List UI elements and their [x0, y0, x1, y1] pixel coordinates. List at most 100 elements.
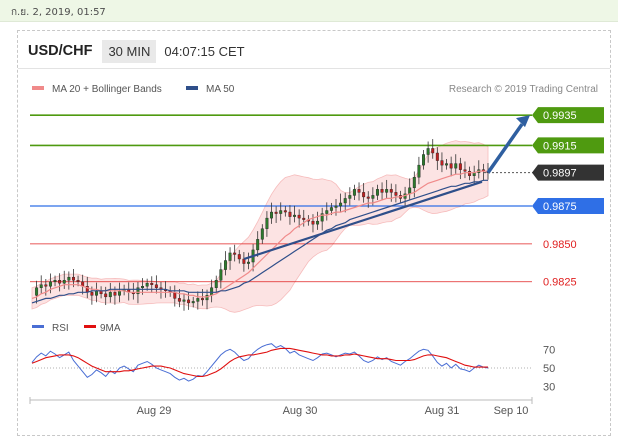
- candle-body: [39, 284, 43, 288]
- candle-body: [380, 189, 384, 193]
- candle-body: [108, 292, 112, 298]
- candle-body: [173, 292, 177, 299]
- candle-body: [274, 211, 278, 214]
- candle-body: [247, 261, 250, 264]
- level-badge: [532, 107, 604, 124]
- candle-body: [412, 177, 416, 189]
- level-label: 0.9850: [543, 239, 577, 251]
- candle-body: [325, 210, 329, 214]
- x-tick-label: Aug 29: [137, 405, 172, 417]
- chart-time: 04:07:15 CET: [164, 43, 245, 59]
- candle-body: [394, 192, 398, 196]
- rsi-tick-label: 30: [543, 382, 555, 394]
- candle-body: [95, 290, 98, 296]
- candle-body: [297, 214, 301, 219]
- candle-body: [141, 286, 145, 288]
- candle-body: [237, 254, 241, 260]
- candle-body: [228, 252, 232, 261]
- bollinger-band: [31, 140, 489, 313]
- rsi-ma-legend-swatch: [84, 325, 96, 328]
- candle-body: [136, 287, 140, 295]
- candle-body: [375, 189, 379, 196]
- ma50-line: [31, 179, 488, 304]
- x-tick-label: Sep 10: [494, 405, 529, 417]
- candle-body: [67, 276, 71, 281]
- candle-body: [463, 169, 467, 172]
- candle-body: [334, 205, 338, 208]
- candle-body: [210, 287, 214, 296]
- candle-body: [385, 189, 389, 193]
- candle-body: [44, 284, 48, 287]
- candle-body: [329, 207, 333, 211]
- candle-body: [270, 211, 273, 219]
- candle-body: [417, 164, 421, 178]
- chart-header: USD/CHF 30 MIN 04:07:15 CET: [18, 38, 245, 64]
- rsi-ma-line: [31, 347, 488, 377]
- rsi-legend-label: RSI: [52, 323, 69, 334]
- candle-body: [265, 217, 269, 229]
- candle-body: [154, 284, 158, 288]
- candle-body: [458, 163, 462, 170]
- candle-body: [223, 260, 227, 270]
- rsi-line: [31, 343, 489, 382]
- candle-body: [422, 154, 425, 166]
- rsi-ma-legend-label: 9MA: [100, 323, 121, 334]
- candle-body: [283, 210, 287, 213]
- rsi-legend-swatch: [32, 325, 44, 328]
- candle-body: [233, 252, 237, 255]
- candle-body: [362, 192, 366, 198]
- candle-body: [320, 213, 324, 222]
- candle-body: [48, 281, 52, 287]
- candle-body: [113, 292, 117, 296]
- x-tick-label: Aug 31: [425, 405, 460, 417]
- level-badge: [532, 198, 604, 214]
- candle-body: [440, 160, 444, 166]
- level-badge: [532, 137, 604, 154]
- date-bar: ก.ย. 2, 2019, 01:57: [0, 0, 618, 22]
- candle-body: [316, 220, 320, 225]
- rsi-tick-label: 50: [543, 363, 555, 375]
- candle-body: [242, 258, 246, 264]
- level-badge: [532, 164, 604, 181]
- candle-body: [71, 276, 75, 281]
- candle-body: [311, 220, 315, 225]
- ma20-legend-label: MA 20 + Bollinger Bands: [52, 84, 162, 95]
- candle-body: [187, 299, 191, 304]
- candle-body: [435, 152, 439, 161]
- ma20-legend-swatch: [32, 86, 44, 90]
- projection-arrow-head: [516, 115, 530, 128]
- candle-body: [426, 148, 430, 155]
- candle-body: [302, 217, 306, 220]
- candle-body: [53, 280, 57, 282]
- candle-body: [196, 298, 200, 302]
- candle-body: [371, 195, 375, 199]
- candle-body: [256, 239, 260, 251]
- datestamp: ก.ย. 2, 2019, 01:57: [11, 7, 106, 18]
- rsi-tick-label: 70: [543, 344, 555, 356]
- candle-body: [205, 295, 209, 301]
- ma20-line: [31, 170, 488, 299]
- candle-body: [445, 163, 449, 166]
- level-label: 0.9897: [543, 168, 577, 180]
- ma50-legend-swatch: [186, 86, 198, 90]
- candle-body: [343, 198, 347, 204]
- trendline: [243, 180, 483, 261]
- candle-body: [431, 148, 435, 154]
- candle-body: [468, 170, 472, 176]
- candle-body: [348, 195, 352, 199]
- timeframe-badge[interactable]: 30 MIN: [102, 39, 157, 63]
- candle-body: [200, 298, 204, 301]
- candle-body: [177, 298, 181, 302]
- candle-body: [150, 283, 154, 285]
- candle-body: [288, 211, 292, 217]
- candle-body: [35, 287, 39, 296]
- candle-body: [182, 299, 186, 302]
- candle-body: [357, 189, 361, 193]
- candle-body: [219, 269, 223, 281]
- candle-body: [389, 189, 393, 193]
- research-credit: Research © 2019 Trading Central: [449, 84, 598, 95]
- candle-body: [76, 280, 80, 282]
- candle-body: [118, 290, 121, 296]
- candle-body: [260, 228, 264, 240]
